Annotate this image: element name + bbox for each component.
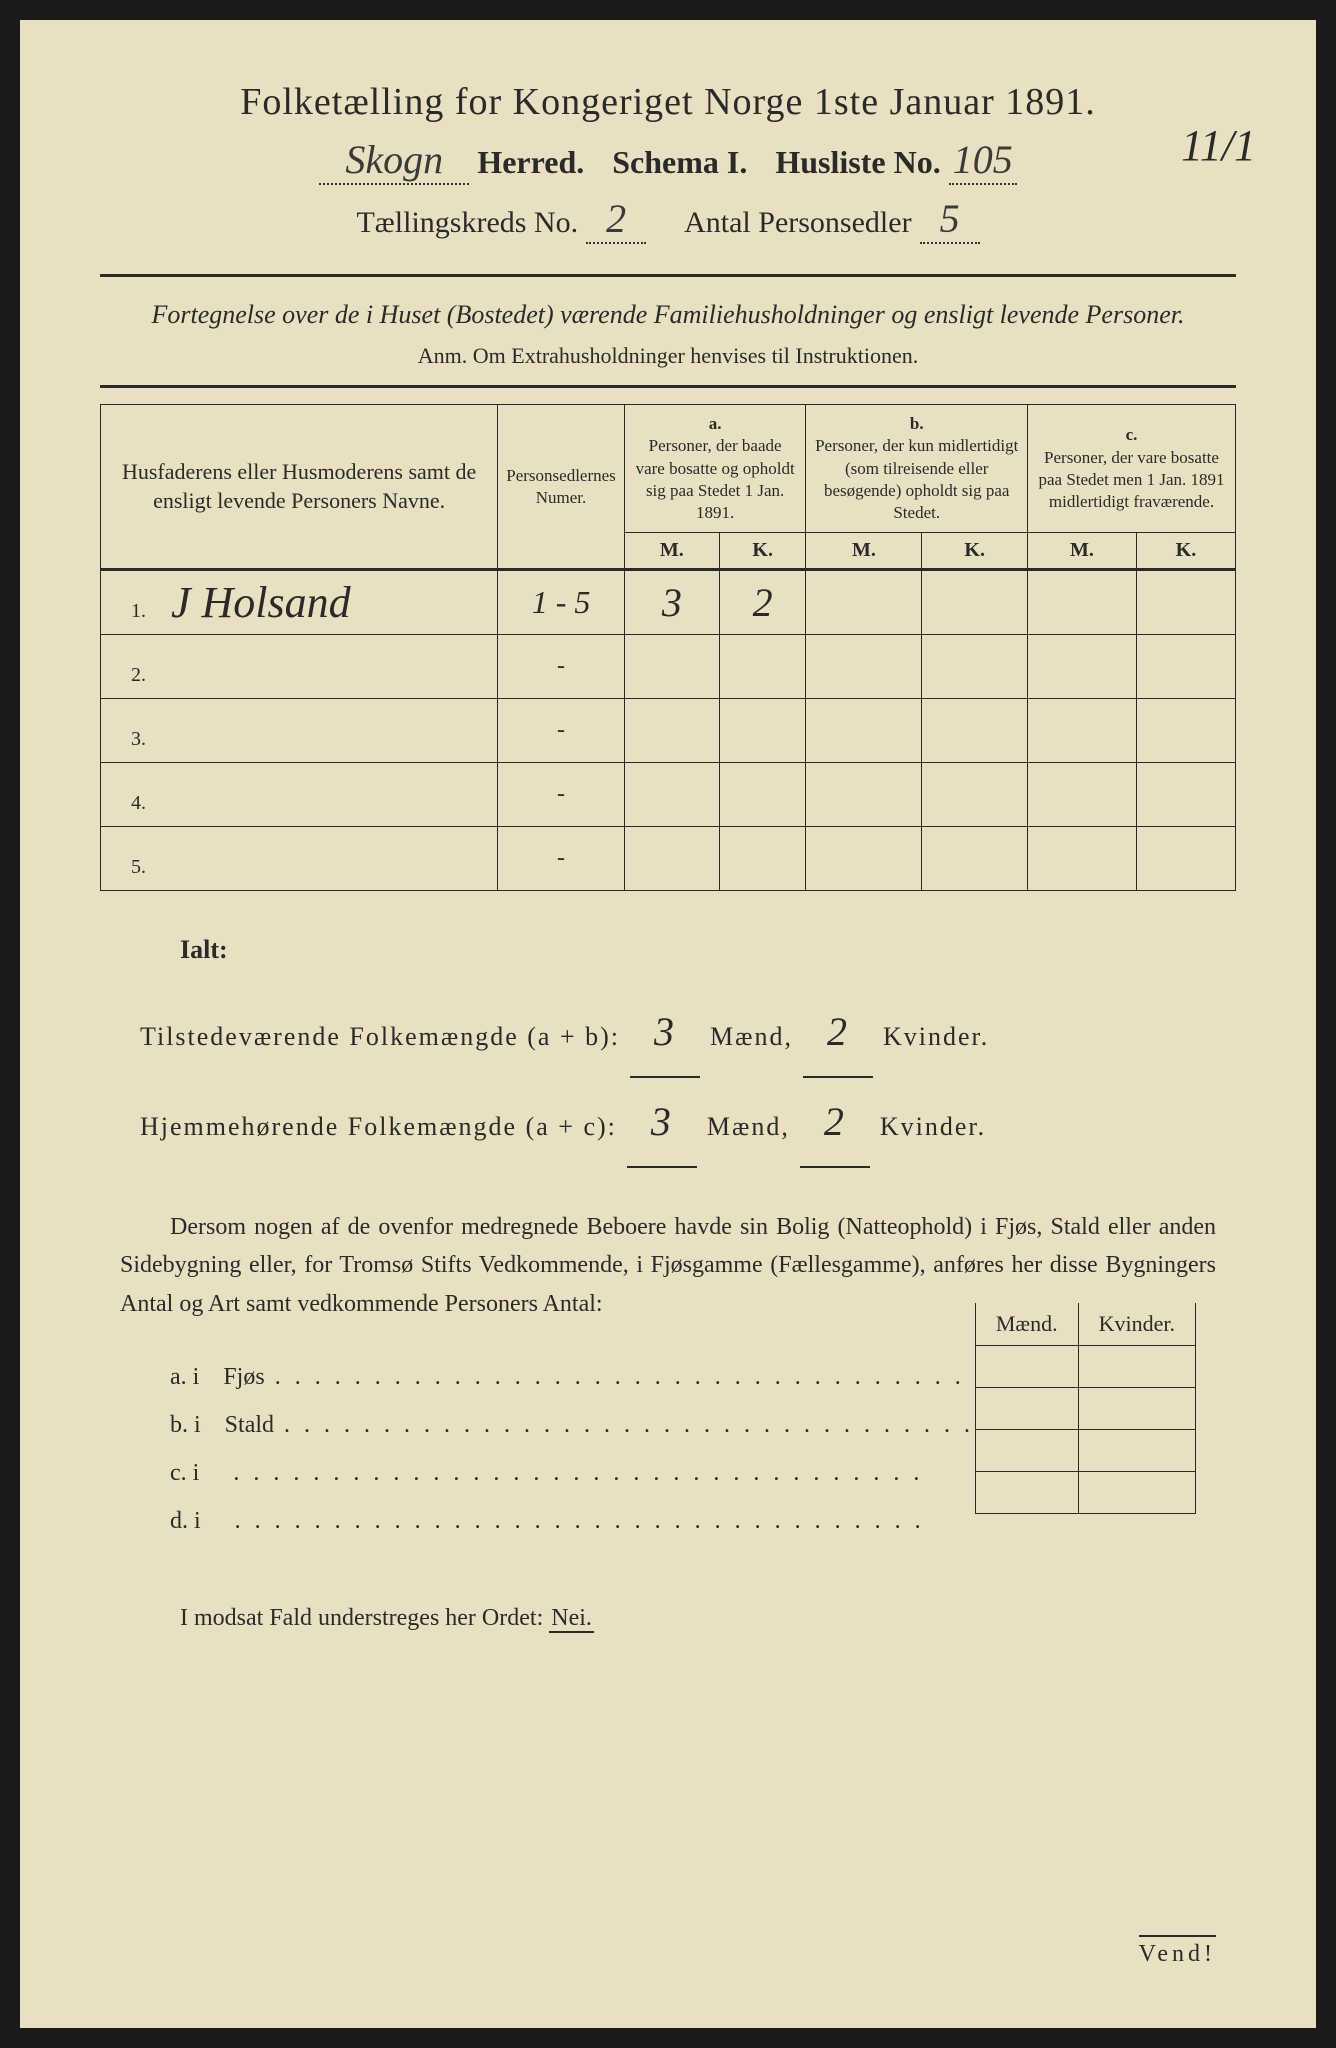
census-form-page: 11/1 Folketælling for Kongeriget Norge 1… bbox=[20, 20, 1316, 2028]
row-c-m bbox=[1027, 762, 1136, 826]
bt-cell bbox=[1078, 1388, 1195, 1430]
building-mk-table: Mænd. Kvinder. bbox=[975, 1303, 1196, 1514]
form-header: Folketælling for Kongeriget Norge 1ste J… bbox=[100, 80, 1236, 244]
totals-section: Ialt: Tilstedeværende Folkemængde (a + b… bbox=[140, 921, 1236, 1168]
bt-cell bbox=[975, 1388, 1078, 1430]
table-row: 5. - bbox=[101, 826, 1236, 890]
row-numer: - bbox=[498, 634, 625, 698]
c-m-header: M. bbox=[1027, 532, 1136, 569]
row-a-k: 2 bbox=[719, 569, 806, 634]
divider-rule bbox=[100, 274, 1236, 277]
total-line-1: Tilstedeværende Folkemængde (a + b): 3 M… bbox=[140, 988, 1236, 1078]
row-name-cell: 5. bbox=[101, 826, 498, 890]
row-c-m bbox=[1027, 634, 1136, 698]
bt-cell bbox=[1078, 1430, 1195, 1472]
husliste-value: 105 bbox=[949, 136, 1017, 185]
row-name-cell: 3. bbox=[101, 698, 498, 762]
form-title: Folketælling for Kongeriget Norge 1ste J… bbox=[100, 80, 1236, 124]
row-c-m bbox=[1027, 698, 1136, 762]
vend-label: Vend! bbox=[1139, 1935, 1216, 1968]
row-c-k bbox=[1136, 698, 1235, 762]
table-row: 1. J Holsand 1 - 5 3 2 bbox=[101, 569, 1236, 634]
row-a-m bbox=[624, 698, 719, 762]
total2-k: 2 bbox=[800, 1078, 870, 1168]
kreds-label: Tællingskreds No. bbox=[356, 206, 578, 240]
row-b-m bbox=[806, 698, 922, 762]
antal-value: 5 bbox=[920, 195, 980, 244]
row-a-k bbox=[719, 698, 806, 762]
row-b-k bbox=[922, 569, 1028, 634]
row-numer: - bbox=[498, 762, 625, 826]
row-b-k bbox=[922, 634, 1028, 698]
row-b-m bbox=[806, 634, 922, 698]
header-line-3: Tællingskreds No. 2 Antal Personsedler 5 bbox=[100, 195, 1236, 244]
row-c-k bbox=[1136, 826, 1235, 890]
building-section: Mænd. Kvinder. a. i Fjøs . . . . . . . .… bbox=[140, 1353, 1196, 1545]
antal-label: Antal Personsedler bbox=[684, 206, 911, 240]
row-b-m bbox=[806, 762, 922, 826]
header-line-2: Skogn Herred. Schema I. Husliste No. 105 bbox=[100, 136, 1236, 185]
total1-m: 3 bbox=[630, 988, 700, 1078]
table-row: 3. - bbox=[101, 698, 1236, 762]
total2-m: 3 bbox=[627, 1078, 697, 1168]
b-k-header: K. bbox=[922, 532, 1028, 569]
row-c-m bbox=[1027, 826, 1136, 890]
table-row: 2. - bbox=[101, 634, 1236, 698]
row-c-m bbox=[1027, 569, 1136, 634]
herred-label: Herred. bbox=[477, 144, 584, 181]
total1-k: 2 bbox=[803, 988, 873, 1078]
bt-cell bbox=[1078, 1346, 1195, 1388]
row-c-k bbox=[1136, 634, 1235, 698]
row-numer: - bbox=[498, 698, 625, 762]
table-row: 4. - bbox=[101, 762, 1236, 826]
row-a-m bbox=[624, 826, 719, 890]
row-b-m bbox=[806, 826, 922, 890]
nei-word: Nei. bbox=[549, 1605, 594, 1633]
bt-maend: Mænd. bbox=[975, 1303, 1078, 1346]
row-c-k bbox=[1136, 569, 1235, 634]
c-k-header: K. bbox=[1136, 532, 1235, 569]
row-b-k bbox=[922, 762, 1028, 826]
bt-cell bbox=[975, 1472, 1078, 1514]
col-c-header: c.Personer, der vare bosatte paa Stedet … bbox=[1027, 405, 1235, 532]
row-a-k bbox=[719, 762, 806, 826]
household-table: Husfaderens eller Husmoderens samt de en… bbox=[100, 404, 1236, 890]
row-a-k bbox=[719, 634, 806, 698]
kreds-value: 2 bbox=[586, 195, 646, 244]
a-m-header: M. bbox=[624, 532, 719, 569]
row-numer: 1 - 5 bbox=[498, 569, 625, 634]
col-numer-header: Personsedlernes Numer. bbox=[498, 405, 625, 569]
col-a-header: a.Personer, der baade vare bosatte og op… bbox=[624, 405, 806, 532]
corner-annotation: 11/1 bbox=[1181, 120, 1256, 171]
row-a-m bbox=[624, 634, 719, 698]
row-b-m bbox=[806, 569, 922, 634]
row-name-cell: 2. bbox=[101, 634, 498, 698]
husliste-label: Husliste No. bbox=[775, 144, 940, 181]
row-b-k bbox=[922, 698, 1028, 762]
a-k-header: K. bbox=[719, 532, 806, 569]
ialt-label: Ialt: bbox=[180, 921, 1236, 978]
bt-cell bbox=[975, 1430, 1078, 1472]
anm-note: Anm. Om Extrahusholdninger henvises til … bbox=[100, 343, 1236, 369]
row-c-k bbox=[1136, 762, 1235, 826]
row-numer: - bbox=[498, 826, 625, 890]
bt-kvinder: Kvinder. bbox=[1078, 1303, 1195, 1346]
divider-rule-2 bbox=[100, 385, 1236, 388]
row-a-m: 3 bbox=[624, 569, 719, 634]
col-b-header: b.Personer, der kun midlertidigt (som ti… bbox=[806, 405, 1028, 532]
col-name-header: Husfaderens eller Husmoderens samt de en… bbox=[101, 405, 498, 569]
b-m-header: M. bbox=[806, 532, 922, 569]
row-a-m bbox=[624, 762, 719, 826]
row-b-k bbox=[922, 826, 1028, 890]
total-line-2: Hjemmehørende Folkemængde (a + c): 3 Mæn… bbox=[140, 1078, 1236, 1168]
schema-label: Schema I. bbox=[612, 144, 747, 181]
nei-line: I modsat Fald understreges her Ordet: Ne… bbox=[180, 1605, 1236, 1632]
row-a-k bbox=[719, 826, 806, 890]
herred-value: Skogn bbox=[319, 136, 469, 185]
row-name-cell: 4. bbox=[101, 762, 498, 826]
section-title: Fortegnelse over de i Huset (Bostedet) v… bbox=[100, 297, 1236, 333]
bt-cell bbox=[975, 1346, 1078, 1388]
bt-cell bbox=[1078, 1472, 1195, 1514]
row-name-cell: 1. J Holsand bbox=[101, 569, 498, 634]
